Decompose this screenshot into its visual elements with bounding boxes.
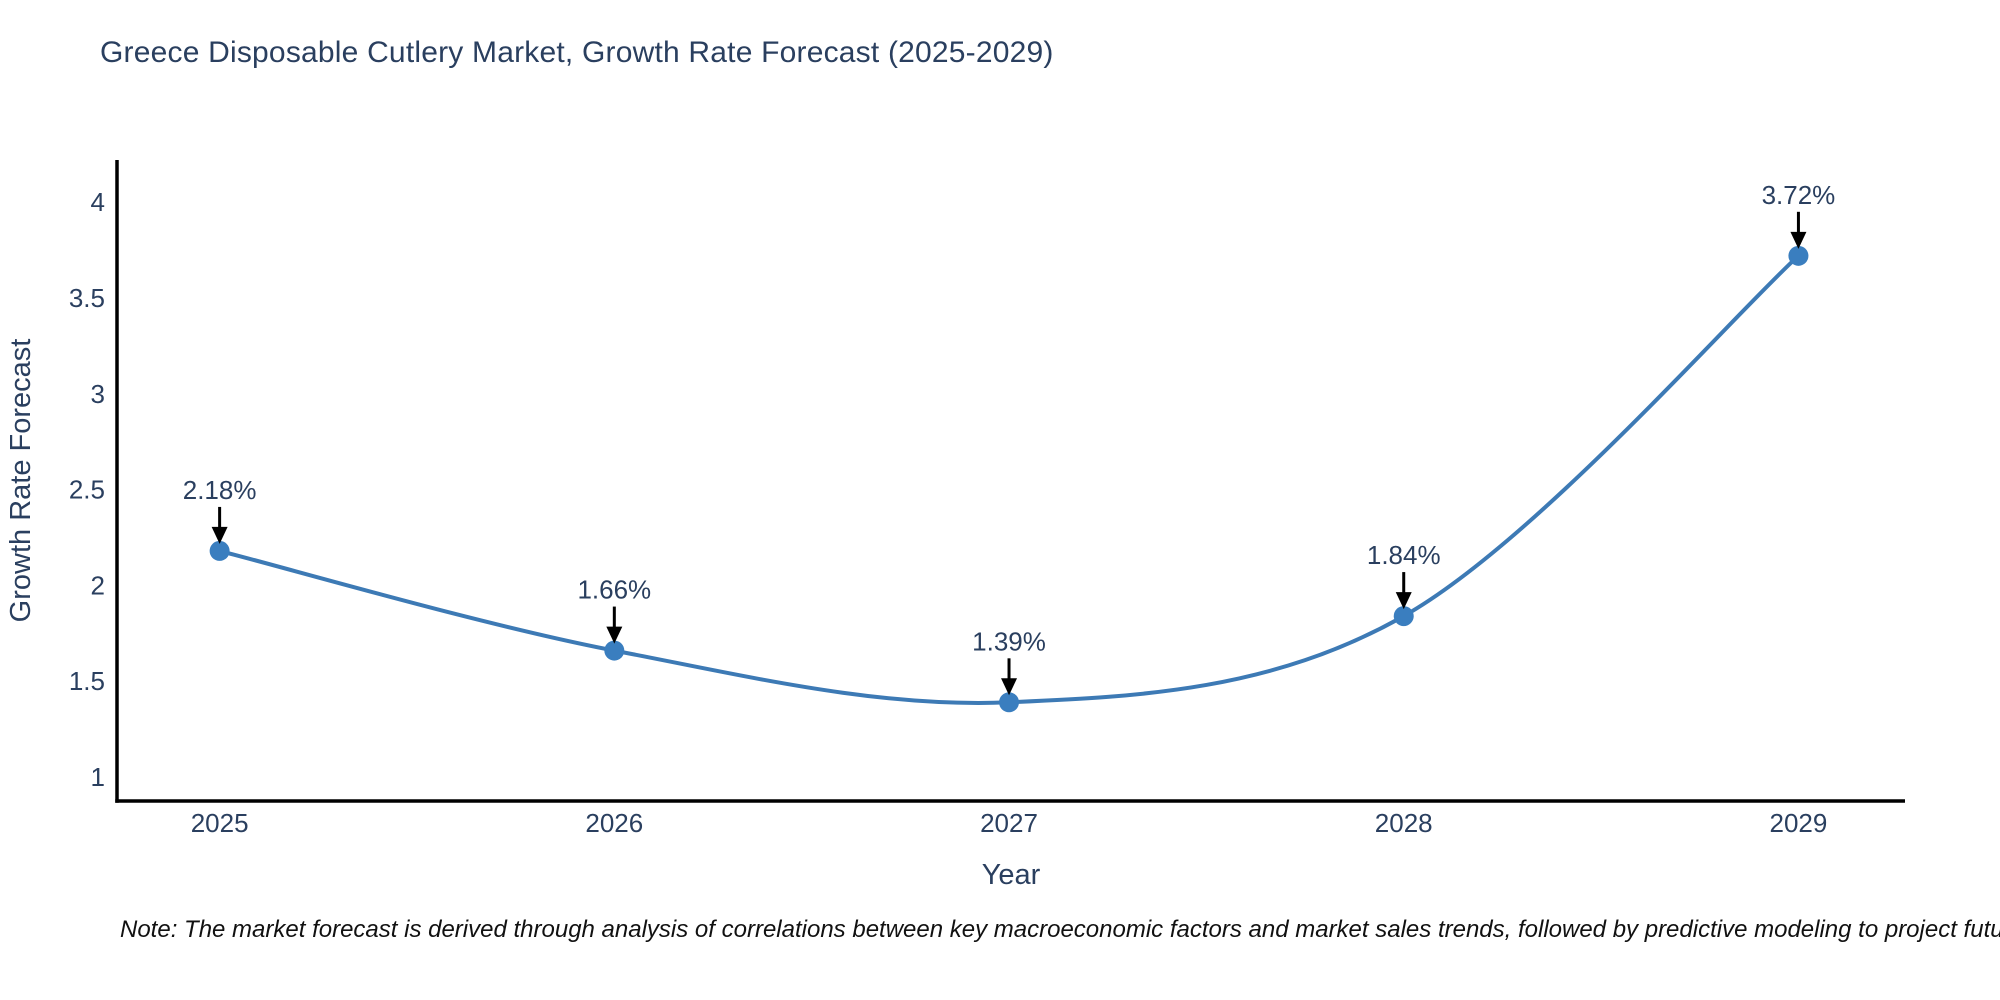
y-tick-label: 4 [91,187,105,217]
annotation-arrowhead [1790,231,1807,249]
annotation-label: 1.84% [1367,540,1441,570]
y-tick-label: 1.5 [69,666,105,696]
annotation-arrowhead [211,526,228,544]
x-tick-label: 2027 [980,808,1038,838]
data-point-marker [1788,245,1809,266]
data-point-marker [209,540,230,561]
annotation-arrowhead [1395,592,1412,610]
y-tick-label: 2.5 [69,475,105,505]
y-tick-label: 3 [91,379,105,409]
annotation-label: 1.39% [972,626,1046,656]
x-tick-label: 2029 [1770,808,1828,838]
data-point-marker [1393,606,1414,627]
chart-title: Greece Disposable Cutlery Market, Growth… [100,36,1054,69]
y-axis-title: Growth Rate Forecast [5,339,37,623]
x-tick-label: 2026 [585,808,643,838]
annotation-label: 3.72% [1762,180,1836,210]
data-point-marker [604,640,625,661]
annotation-label: 2.18% [183,475,257,505]
x-axis-title: Year [982,859,1041,891]
x-tick-label: 2028 [1375,808,1433,838]
y-tick-label: 2 [91,570,105,600]
y-tick-label: 3.5 [69,283,105,313]
annotation-label: 1.66% [577,575,651,605]
x-tick-label: 2025 [191,808,249,838]
annotation-arrowhead [606,626,623,644]
annotation-arrowhead [1001,678,1018,696]
footnote-text: Note: The market forecast is derived thr… [120,916,2000,943]
y-tick-label: 1 [91,762,105,792]
data-point-marker [999,692,1020,713]
